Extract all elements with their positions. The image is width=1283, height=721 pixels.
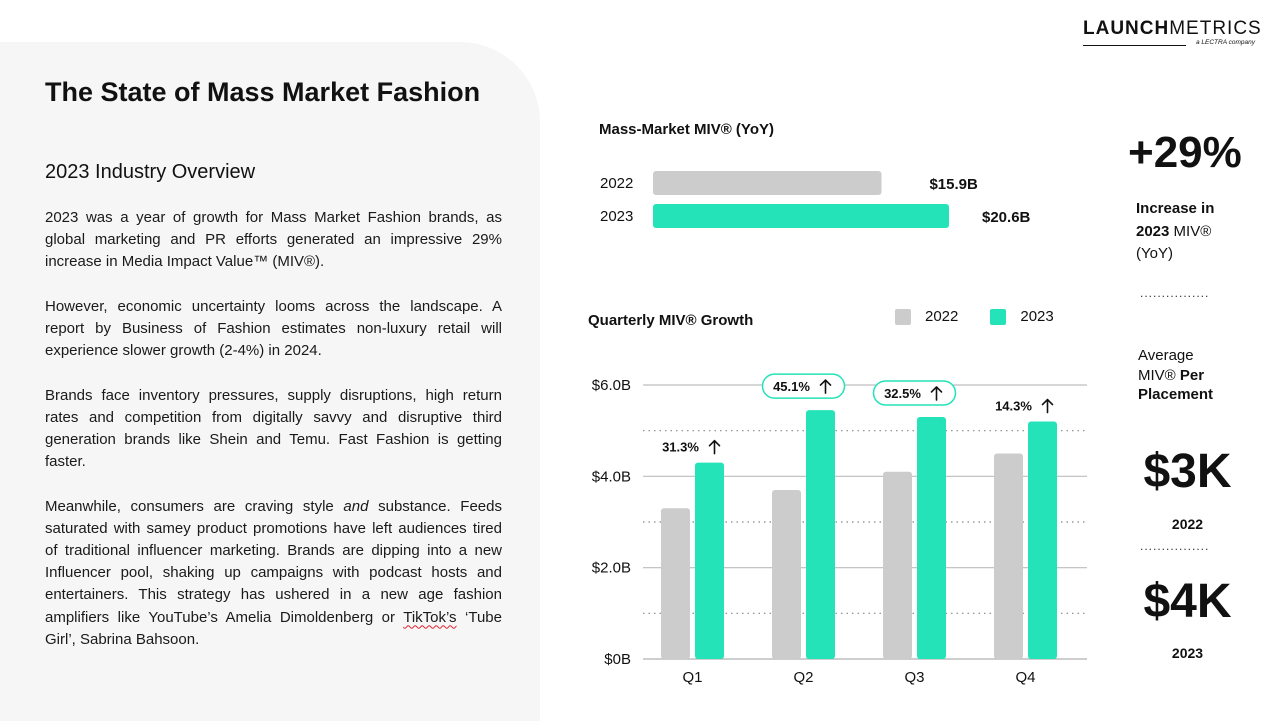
growth-label-b: MIV® [1169, 222, 1212, 240]
avg-year-2022: 2022 [1171, 516, 1204, 532]
yoy-category-2022: 2022 [600, 175, 633, 192]
legend-swatch-2022 [895, 309, 911, 325]
y-tick-label-2: $2.0B [592, 560, 631, 577]
quarterly-chart-title: Quarterly MIV® Growth [588, 312, 754, 329]
avg-label-b: MIV® [1138, 366, 1180, 384]
avg-label-a: Average [1138, 347, 1194, 364]
yoy-category-2023: 2023 [600, 208, 633, 225]
bar-2023-Q2 [806, 410, 835, 659]
paragraph-growth: 2023 was a year of growth for Mass Marke… [45, 209, 502, 271]
overview-panel [0, 42, 540, 721]
growth-annotation-Q2: 45.1% [761, 373, 846, 399]
page-subtitle: 2023 Industry Overview [45, 161, 256, 183]
spellcheck-word: TikTok’s [403, 608, 457, 626]
quarterly-legend: 2022 2023 [895, 306, 1086, 328]
bar-2022-Q4 [994, 453, 1023, 659]
avg-year-2023: 2023 [1171, 645, 1204, 661]
annotation-label-Q1: 31.3% [662, 440, 699, 455]
growth-annotation-Q1: 31.3% [662, 439, 721, 455]
legend-label-2023: 2023 [1020, 308, 1054, 325]
yoy-value-label-2023: $20.6B [982, 209, 1031, 226]
annotation-pill-Q2 [761, 373, 846, 399]
growth-label: Increase in 2023 MIV® (YoY) [1136, 198, 1246, 266]
logo-subtitle: a LECTRA company [1195, 39, 1255, 46]
yoy-bar-2022 [653, 171, 882, 195]
x-tick-label-Q2: Q2 [793, 669, 813, 686]
bar-2022-Q2 [772, 490, 801, 659]
legend-swatch-2023 [990, 309, 1007, 325]
bar-2023-Q1 [695, 462, 724, 659]
logo-underline [1083, 45, 1186, 46]
avg-label-bold: Per Placement [1138, 366, 1214, 404]
avg-value-2022: $3K [1143, 445, 1232, 498]
paragraph-pressures: Brands face inventory pressures, supply … [45, 386, 502, 471]
growth-annotation-Q4: 14.3% [995, 398, 1054, 414]
avg-placement-label: Average MIV® Per Placement [1138, 346, 1248, 405]
yoy-value-label-2022: $15.9B [929, 176, 978, 193]
up-arrow-icon [1041, 398, 1054, 414]
up-arrow-icon [819, 379, 832, 394]
divider-dots-2: ................ [1140, 539, 1210, 553]
paragraph-consumers-b: substance. Feeds saturated with samey pr… [45, 497, 502, 626]
bar-2023-Q3 [917, 416, 946, 659]
growth-label-a: Increase in [1136, 200, 1215, 217]
divider-dots-1: ................ [1140, 286, 1210, 300]
growth-label-c: (YoY) [1136, 245, 1173, 262]
yoy-bar-2023 [653, 204, 949, 228]
bar-2023-Q4 [1028, 421, 1057, 659]
yoy-chart-title: Mass-Market MIV® (YoY) [599, 121, 774, 138]
annotation-label-Q3: 32.5% [884, 386, 921, 401]
logo-bold: LAUNCH [1083, 18, 1170, 39]
y-tick-label-4: $4.0B [592, 468, 631, 485]
annotation-label-Q2: 45.1% [773, 379, 810, 394]
growth-annotation-Q3: 32.5% [872, 380, 957, 406]
paragraph-uncertainty: However, economic uncertainty looms acro… [45, 297, 502, 360]
x-tick-label-Q4: Q4 [1015, 669, 1035, 686]
bar-2022-Q3 [883, 471, 912, 659]
x-tick-label-Q3: Q3 [904, 669, 924, 686]
legend-label-2022: 2022 [925, 308, 959, 325]
growth-label-year: 2023 [1136, 222, 1170, 240]
annotation-label-Q4: 14.3% [995, 399, 1032, 414]
x-tick-label-Q1: Q1 [682, 669, 702, 686]
quarterly-bar-chart: $0B $2.0B $4.0B $6.0B Q1 31.3% Q2 45.1% Q3 32.5% Q… [592, 373, 1087, 686]
y-tick-label-0: $0B [604, 651, 631, 668]
up-arrow-icon [930, 386, 943, 401]
up-arrow-icon [708, 439, 721, 455]
page-title: The State of Mass Market Fashion [45, 77, 481, 107]
paragraph-consumers-em: and [343, 497, 369, 515]
legend-item-2022: 2022 [895, 306, 958, 328]
overview-text: 2023 was a year of growth for Mass Marke… [45, 207, 502, 673]
logo-light: METRICS [1169, 18, 1262, 39]
paragraph-consumers: Meanwhile, consumers are craving style a… [45, 496, 502, 651]
avg-value-2023: $4K [1143, 575, 1232, 628]
bar-2022-Q1 [661, 508, 690, 659]
legend-item-2023: 2023 [990, 306, 1054, 328]
stats-column: +29% Increase in 2023 MIV® (YoY) .......… [1100, 0, 1283, 721]
launchmetrics-logo: LAUNCHMETRICS a LECTRA company [1083, 18, 1261, 48]
y-tick-label-6: $6.0B [592, 377, 631, 394]
paragraph-consumers-a: Meanwhile, consumers are craving style [45, 497, 344, 515]
growth-percent: +29% [1128, 128, 1242, 177]
yoy-bar-chart: 2022 $15.9B 2023 $20.6B [600, 171, 1031, 228]
paragraph-consumers-c: ‘Tube Girl’, Sabrina Bahsoon. [45, 608, 502, 648]
annotation-pill-Q3 [872, 380, 957, 406]
